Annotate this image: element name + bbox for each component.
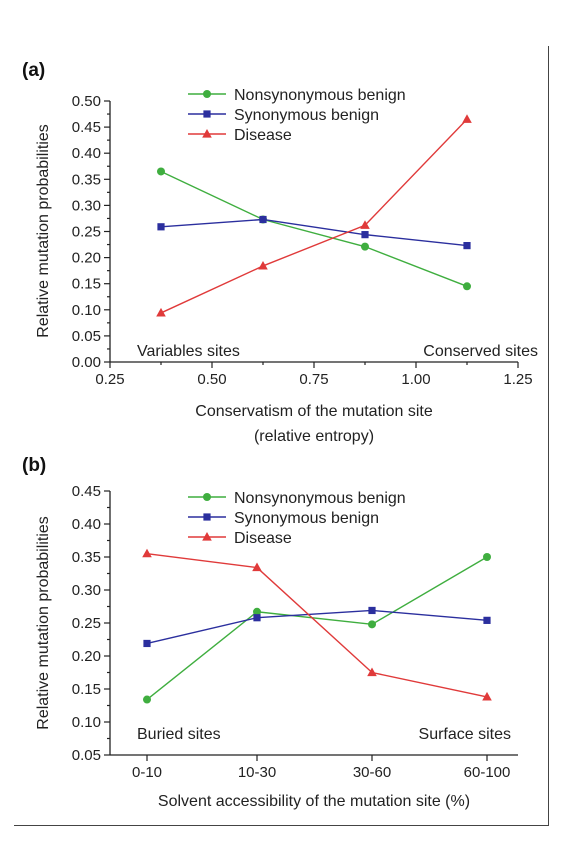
legend-entry: Nonsynonymous benign <box>188 87 406 104</box>
y-tick-label: 0.15 <box>72 681 101 698</box>
legend-label: Synonymous benign <box>234 107 379 124</box>
x-axis-title: Conservatism of the mutation site <box>195 403 433 420</box>
legend-entry: Synonymous benign <box>188 107 379 124</box>
series-nonsynonymous-benign <box>143 553 491 704</box>
y-tick-label: 0.20 <box>72 250 101 267</box>
y-tick-label: 0.05 <box>72 747 101 764</box>
panel-label: (b) <box>22 455 46 476</box>
y-tick-label: 0.40 <box>72 516 101 533</box>
data-point <box>253 607 261 616</box>
legend-label: Disease <box>234 127 292 144</box>
series-disease <box>156 114 472 317</box>
y-tick-label: 0.35 <box>72 171 101 188</box>
x-tick-label: 60-100 <box>464 764 511 781</box>
series-synonymous-benign <box>143 606 491 648</box>
data-point <box>360 220 370 229</box>
note-right: Conserved sites <box>423 343 538 360</box>
data-point <box>463 282 471 291</box>
legend-entry: Synonymous benign <box>188 510 379 527</box>
series-disease <box>142 548 492 701</box>
data-point <box>252 562 262 572</box>
legend-marker <box>203 90 211 98</box>
series-line <box>146 609 488 645</box>
note-left: Buried sites <box>137 726 221 743</box>
panel-label: (a) <box>22 60 45 81</box>
x-tick-label: 1.00 <box>401 371 430 388</box>
legend-label: Nonsynonymous benign <box>234 87 406 104</box>
x-tick-label: 30-60 <box>353 764 391 781</box>
legend-marker <box>202 129 212 138</box>
data-point <box>142 548 152 558</box>
y-tick-label: 0.50 <box>72 93 101 110</box>
x-tick-label: 0.25 <box>95 371 124 388</box>
data-point <box>462 114 472 123</box>
x-axis-title: (relative entropy) <box>254 428 374 445</box>
data-point <box>143 695 151 704</box>
y-tick-label: 0.45 <box>72 119 101 136</box>
legend-marker <box>203 110 211 118</box>
y-axis-title: Relative mutation probabilities <box>35 516 52 729</box>
x-tick-label: 0.75 <box>299 371 328 388</box>
chart-panel-b: (b) 0.05 0.10 0.15 0.20 0.25 0.30 0.35 0.40 0.45 0… <box>22 455 518 810</box>
y-tick-label: 0.25 <box>72 615 101 632</box>
y-tick-label: 0.15 <box>72 276 101 293</box>
y-tick-label: 0.10 <box>72 714 101 731</box>
y-tick-label: 0.35 <box>72 549 101 566</box>
series-nonsynonymous-benign <box>157 167 471 291</box>
y-tick-label: 0.45 <box>72 483 101 500</box>
legend-marker <box>202 532 212 541</box>
data-point <box>259 215 267 224</box>
series-line <box>160 118 468 314</box>
data-point <box>482 691 492 701</box>
legend-marker <box>203 493 211 501</box>
series-line <box>160 170 468 287</box>
data-point <box>157 167 165 176</box>
data-point <box>157 223 165 231</box>
data-point <box>483 616 491 624</box>
note-right: Surface sites <box>419 726 511 743</box>
data-point <box>368 606 376 615</box>
y-tick-label: 0.05 <box>72 328 101 345</box>
x-tick-label: 10-30 <box>238 764 276 781</box>
legend-marker <box>203 513 211 521</box>
data-point <box>156 307 166 317</box>
x-tick-label: 0-10 <box>132 764 162 781</box>
legend-entry: Disease <box>188 127 292 144</box>
y-tick-label: 0.30 <box>72 197 101 214</box>
x-tick-label: 1.25 <box>503 371 532 388</box>
data-point <box>483 553 491 561</box>
series-line <box>146 556 488 701</box>
legend-entry: Nonsynonymous benign <box>188 490 406 507</box>
data-point <box>463 241 471 250</box>
chart-panel-a: (a) 0.00 0.05 0.10 0.15 0.20 0.25 0.30 0.35 0.40 0… <box>22 60 538 445</box>
data-point <box>143 639 151 648</box>
series-line <box>146 553 488 698</box>
legend-label: Disease <box>234 530 292 547</box>
x-axis-title: Solvent accessibility of the mutation si… <box>158 793 470 810</box>
figure-frame <box>14 46 549 826</box>
y-tick-label: 0.40 <box>72 145 101 162</box>
data-point <box>368 620 376 629</box>
series-line <box>160 218 468 247</box>
y-tick-label: 0.30 <box>72 582 101 599</box>
series-synonymous-benign <box>157 215 471 250</box>
y-tick-label: 0.00 <box>72 354 101 371</box>
legend-label: Nonsynonymous benign <box>234 490 406 507</box>
x-tick-label: 0.50 <box>197 371 226 388</box>
data-point <box>253 614 261 622</box>
y-tick-label: 0.10 <box>72 302 101 319</box>
y-tick-label: 0.25 <box>72 224 101 241</box>
legend-entry: Disease <box>188 530 292 547</box>
data-point <box>258 260 268 270</box>
y-axis-title: Relative mutation probabilities <box>35 124 52 337</box>
y-tick-label: 0.20 <box>72 648 101 665</box>
data-point <box>367 667 377 677</box>
data-point <box>361 231 369 239</box>
legend-label: Synonymous benign <box>234 510 379 527</box>
note-left: Variables sites <box>137 343 240 360</box>
data-point <box>361 242 369 251</box>
